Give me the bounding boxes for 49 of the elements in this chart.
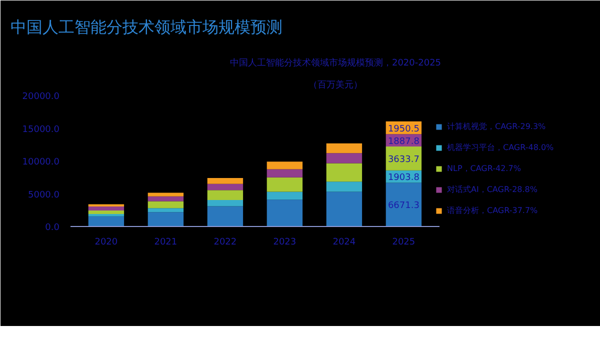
legend-label: 对话式AI，CAGR-28.8% [447,184,538,195]
x-tick-label: 2023 [273,238,296,248]
chart-title: 中国人工智能分技术领域市场规模预测 [10,18,282,36]
x-tick-label: 2022 [214,238,237,248]
bar [326,153,362,164]
x-tick-label: 2020 [94,238,118,248]
bar [326,163,362,182]
legend-label: 计算机视觉，CAGR-29.3% [447,121,546,132]
bar [326,143,362,154]
bar [148,208,184,212]
y-axis-title: （百万美元） [308,80,362,90]
legend-label: 语音分析，CAGR-37.7% [447,205,538,216]
y-tick-label: 5000.0 [28,190,60,200]
bar [88,204,124,207]
bar [266,169,303,178]
y-tick-label: 10000.0 [22,158,60,168]
bar [148,212,184,226]
y-tick-label: 0.0 [45,223,60,233]
bar [88,216,124,226]
bar [148,192,184,196]
legend-label: 机器学习平台，CAGR-48.0% [447,142,554,153]
bar [266,200,303,226]
data-label: 1903.8 [388,173,420,184]
bar [207,178,244,184]
bar [148,201,184,208]
data-label: 1950.5 [388,124,420,134]
bar [88,206,124,210]
bar [207,206,244,226]
bar [207,184,244,190]
bar [266,162,303,170]
bar [266,192,303,200]
chart-subtitle: 中国人工智能分技术领域市场规模预测，2020-2025 [230,58,442,68]
legend-label: NLP，CAGR-42.7% [447,163,521,174]
bar [207,190,244,200]
x-tick-label: 2021 [154,238,178,248]
bar [326,182,362,192]
bar [326,192,362,226]
x-tick-label: 2024 [332,238,356,248]
bar [88,210,124,214]
data-label: 6671.3 [388,201,420,212]
bar [207,200,244,206]
bar [148,196,184,202]
x-tick-label: 2025 [392,238,416,248]
y-tick-label: 20000.0 [22,92,60,102]
bar [386,182,422,226]
y-tick-label: 15000.0 [22,124,60,135]
bar [266,177,303,192]
data-label: 3633.7 [388,154,420,165]
data-label: 1887.8 [388,136,420,147]
